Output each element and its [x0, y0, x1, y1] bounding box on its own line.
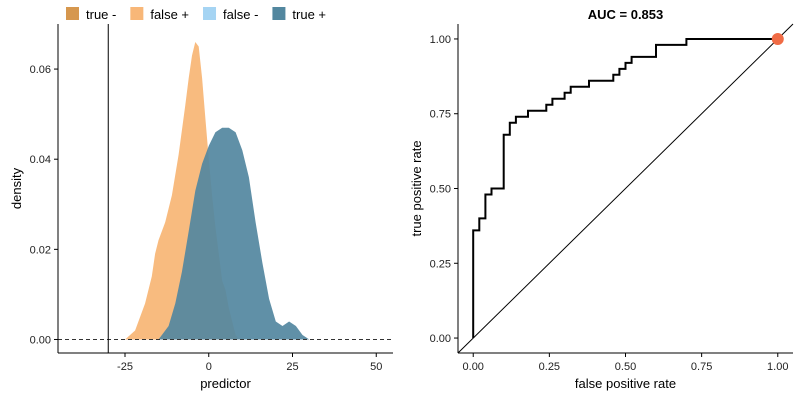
- density-x-tick-label-3: 50: [370, 361, 382, 373]
- roc-x-tick-label-3: 0.75: [691, 361, 712, 373]
- roc-x-tick-label-0: 0.00: [463, 361, 484, 373]
- roc-curve: [472, 38, 778, 338]
- roc-title: AUC = 0.853: [588, 7, 664, 22]
- roc-y-tick-label-1: 0.25: [430, 258, 451, 270]
- density-x-tick-label-0: -25: [117, 361, 133, 373]
- roc-y-axis-label: true positive rate: [409, 140, 424, 236]
- legend-key-0: [66, 7, 79, 20]
- legend-label-0: true -: [86, 7, 116, 22]
- roc-highlight-point: [771, 32, 784, 45]
- roc-panel: AUC = 0.853 0.00 0.25 0.50 0.75 1.00 0.00 0.25…: [409, 7, 794, 391]
- roc-y-tick-label-0: 0.00: [430, 333, 451, 345]
- density-y-tick-label-2: 0.04: [30, 154, 51, 166]
- density-area-1: [158, 127, 310, 340]
- density-y-axis-label: density: [9, 167, 24, 209]
- density-panel: -25 0 25 50 0.00 0.02 0.04 0.06 predictor densi…: [9, 24, 393, 391]
- roc-axes: 0.00 0.25 0.50 0.75 1.00 0.00 0.25 0.50 0.75 1.00: [430, 24, 793, 373]
- roc-x-tick-label-1: 0.25: [539, 361, 560, 373]
- legend-key-3: [272, 7, 286, 20]
- density-x-tick-label-2: 25: [286, 361, 298, 373]
- roc-y-tick-label-4: 1.00: [430, 34, 451, 46]
- roc-x-tick-label-4: 1.00: [767, 361, 788, 373]
- roc-x-tick-label-2: 0.50: [615, 361, 636, 373]
- roc-y-tick-label-3: 0.75: [430, 109, 451, 121]
- legend-label-2: false -: [223, 7, 258, 22]
- legend-key-1: [130, 7, 144, 20]
- density-y-tick-label-1: 0.02: [30, 244, 51, 256]
- density-areas: [125, 42, 310, 340]
- roc-y-tick-label-2: 0.50: [430, 184, 451, 196]
- legend-label-1: false +: [150, 7, 189, 22]
- density-y-tick-label-0: 0.00: [30, 334, 51, 346]
- legend-key-2: [203, 7, 217, 20]
- legend-label-3: true +: [292, 7, 326, 22]
- density-legend: true - false + false - true +: [66, 7, 326, 22]
- density-axes: -25 0 25 50 0.00 0.02 0.04 0.06: [30, 24, 393, 373]
- roc-x-axis-label: false positive rate: [575, 376, 676, 391]
- roc-diagonal-line: [457, 23, 794, 354]
- density-y-tick-label-3: 0.06: [30, 64, 51, 76]
- density-x-axis-label: predictor: [200, 376, 251, 391]
- density-x-tick-label-1: 0: [206, 361, 212, 373]
